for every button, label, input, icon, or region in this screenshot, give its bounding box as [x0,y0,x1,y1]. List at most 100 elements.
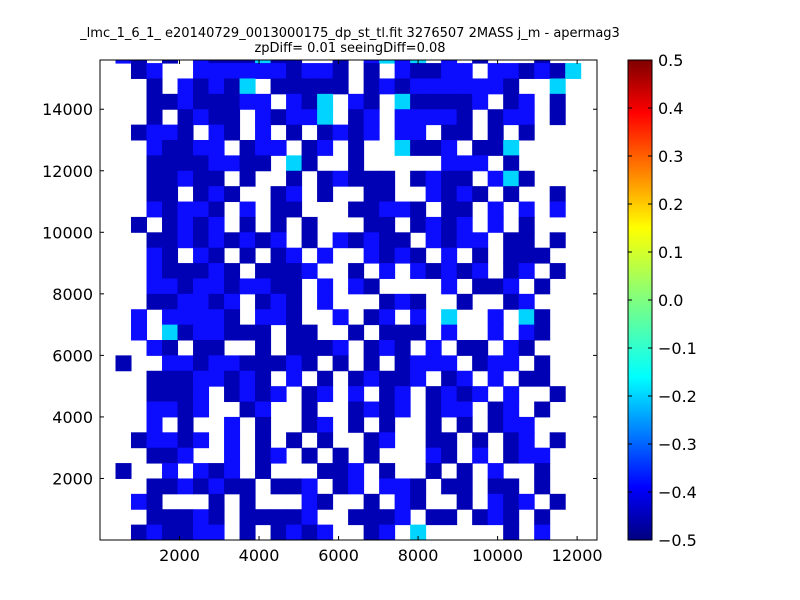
heatmap-cell [317,170,334,187]
heatmap-cell [177,416,194,433]
heatmap-cell [301,216,318,233]
heatmap-cell [270,140,287,156]
heatmap-cell [224,355,241,372]
heatmap-cell [131,524,148,541]
heatmap-cell [177,401,194,418]
heatmap-cell [301,324,318,341]
heatmap-cell [193,309,210,326]
heatmap-cell [441,247,458,264]
heatmap-cell [301,93,318,110]
heatmap-cell [146,186,163,203]
heatmap-cell [456,216,473,233]
heatmap-cell [441,386,458,403]
heatmap-cell [425,463,442,479]
heatmap-cell [239,324,256,341]
heatmap-cell [441,186,458,203]
heatmap-cell [441,140,458,156]
heatmap-cell [224,416,241,433]
heatmap-cell [425,386,442,403]
heatmap-cell [224,293,241,310]
heatmap-cell [317,63,334,79]
heatmap-cell [162,247,179,264]
heatmap-cell [146,370,163,387]
heatmap-cell [162,60,179,64]
heatmap-cell [162,263,179,279]
heatmap-cell [348,509,365,526]
heatmap-cell [255,355,272,372]
heatmap-cell [518,293,535,310]
heatmap-cell [518,93,535,110]
heatmap-cell [487,478,504,495]
heatmap-cell [487,109,504,126]
colorbar-tick-label: −0.5 [658,531,697,550]
heatmap-cells [115,60,582,541]
heatmap-cell [348,140,365,156]
heatmap-cell [177,386,194,403]
heatmap-cell [270,278,287,295]
heatmap-cell [255,232,272,249]
heatmap-cell [472,447,489,464]
heatmap-cell [193,370,210,387]
heatmap-cell [146,386,163,403]
heatmap-cell [115,463,132,479]
heatmap-cell [394,324,411,341]
heatmap-cell [162,340,179,356]
heatmap-cell [518,447,535,464]
heatmap-cell [379,186,396,203]
heatmap-cell [193,216,210,233]
heatmap-cell [487,370,504,387]
heatmap-cell [301,386,318,403]
heatmap-cell [332,340,349,356]
heatmap-cell [193,201,210,218]
heatmap-cell [255,401,272,418]
heatmap-cell [193,355,210,372]
y-tick-label: 4000 [52,408,93,427]
heatmap-cell [363,370,380,387]
heatmap-cell [487,463,504,479]
heatmap-cell [177,124,194,141]
heatmap-cell [441,324,458,341]
heatmap-cell [425,78,442,95]
x-tick-label: 6000 [318,546,359,565]
heatmap-cell [425,186,442,203]
heatmap-cell [146,63,163,79]
heatmap-cell [301,340,318,356]
heatmap-cell [549,78,566,95]
heatmap-cell [441,63,458,79]
heatmap-cell [379,340,396,356]
heatmap-cell [162,401,179,418]
heatmap-cell [425,232,442,249]
heatmap-cell [503,416,520,433]
heatmap-cell [363,78,380,95]
heatmap-cell [363,186,380,203]
heatmap-cell [162,155,179,172]
y-tick-label: 14000 [42,100,93,119]
heatmap-cell [425,93,442,110]
heatmap-cell [363,355,380,372]
heatmap-cell [177,109,194,126]
heatmap-cell [131,324,148,341]
heatmap-cell [379,60,396,64]
heatmap-cell [410,93,427,110]
heatmap-cell [363,60,380,64]
colorbar-tick-label: 0.0 [658,291,683,310]
heatmap-cell [146,278,163,295]
heatmap-cell [425,401,442,418]
heatmap-cell [270,78,287,95]
heatmap-cell [332,355,349,372]
heatmap-cell [131,432,148,449]
heatmap-cell [534,60,551,64]
heatmap-cell [456,93,473,110]
heatmap-cell [162,201,179,218]
x-tick-label: 4000 [239,546,280,565]
heatmap-cell [193,60,210,64]
heatmap-cell [208,60,225,64]
heatmap-cell [208,186,225,203]
heatmap-cell [348,263,365,279]
heatmap-cell [162,216,179,233]
heatmap-cell [255,432,272,449]
heatmap-cell [518,416,535,433]
heatmap-cell [487,416,504,433]
heatmap-cell [286,78,303,95]
